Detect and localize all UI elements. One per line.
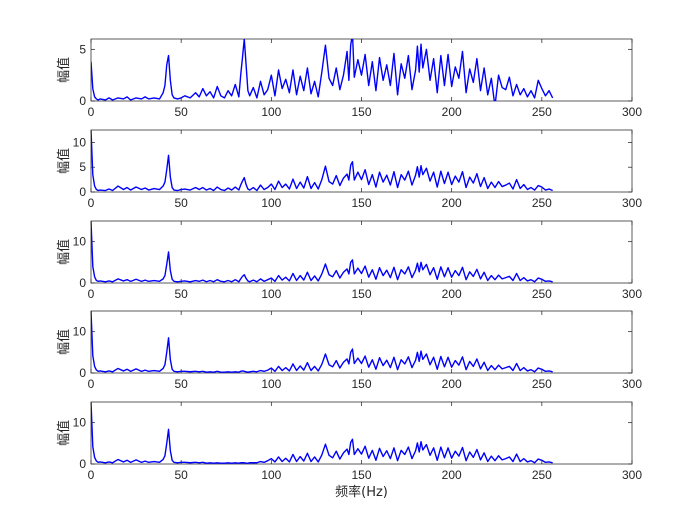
x-tick-label: 200 — [442, 105, 462, 119]
x-tick-label: 300 — [622, 196, 642, 210]
y-tick-label: 10 — [73, 416, 87, 430]
x-tick-label: 150 — [351, 287, 371, 301]
x-tick-label: 50 — [174, 196, 188, 210]
y-tick-label: 0 — [79, 457, 86, 471]
x-tick-label: 150 — [351, 468, 371, 482]
series-line — [91, 39, 554, 101]
y-tick-label: 0 — [79, 366, 86, 380]
x-tick-label: 150 — [351, 377, 371, 391]
x-tick-label: 0 — [88, 196, 95, 210]
y-tick-label: 10 — [73, 235, 87, 249]
x-tick-label: 50 — [174, 105, 188, 119]
x-tick-label: 0 — [88, 377, 95, 391]
x-tick-label: 300 — [622, 468, 642, 482]
x-tick-label: 150 — [351, 105, 371, 119]
axes-frame — [90, 38, 633, 102]
series-line — [91, 221, 553, 283]
x-tick-label: 300 — [622, 105, 642, 119]
subplot-1: 0 50 100 150 200 250 300 0 5 幅值 — [56, 38, 642, 119]
x-tick-label: 250 — [532, 287, 552, 301]
x-tick-label: 100 — [261, 105, 281, 119]
x-tick-label: 300 — [622, 287, 642, 301]
y-axis-label: 幅值 — [56, 148, 72, 174]
x-tick-label: 250 — [532, 196, 552, 210]
x-tick-label: 250 — [532, 105, 552, 119]
x-tick-label: 300 — [622, 377, 642, 391]
x-tick-label: 250 — [532, 468, 552, 482]
x-tick-label: 0 — [88, 287, 95, 301]
x-tick-label: 50 — [174, 468, 188, 482]
y-axis-label: 幅值 — [56, 57, 72, 83]
series-line — [91, 311, 553, 373]
y-tick-label: 5 — [79, 160, 86, 174]
y-tick-label: 0 — [79, 276, 86, 290]
x-tick-label: 200 — [442, 196, 462, 210]
y-axis-label: 幅值 — [56, 329, 72, 355]
x-tick-label: 200 — [442, 468, 462, 482]
x-tick-label: 50 — [174, 287, 188, 301]
x-tick-label: 100 — [261, 196, 281, 210]
y-tick-label: 10 — [73, 135, 87, 149]
y-tick-label: 0 — [79, 94, 86, 108]
x-axis-label: 频率(Hz) — [335, 484, 388, 500]
x-tick-label: 50 — [174, 377, 188, 391]
y-tick-label: 10 — [73, 325, 87, 339]
x-tick-label: 100 — [261, 468, 281, 482]
x-tick-label: 200 — [442, 287, 462, 301]
y-tick-label: 5 — [79, 42, 86, 56]
axes-frame — [90, 129, 633, 193]
x-tick-label: 100 — [261, 377, 281, 391]
y-axis-label: 幅值 — [56, 420, 72, 446]
x-tick-label: 0 — [88, 468, 95, 482]
x-tick-label: 150 — [351, 196, 371, 210]
y-tick-label: 0 — [79, 185, 86, 199]
x-tick-label: 0 — [88, 105, 95, 119]
x-tick-label: 200 — [442, 377, 462, 391]
x-tick-label: 250 — [532, 377, 552, 391]
y-axis-label: 幅值 — [56, 239, 72, 265]
x-tick-label: 100 — [261, 287, 281, 301]
series-line — [91, 402, 553, 464]
series-line — [91, 130, 553, 192]
